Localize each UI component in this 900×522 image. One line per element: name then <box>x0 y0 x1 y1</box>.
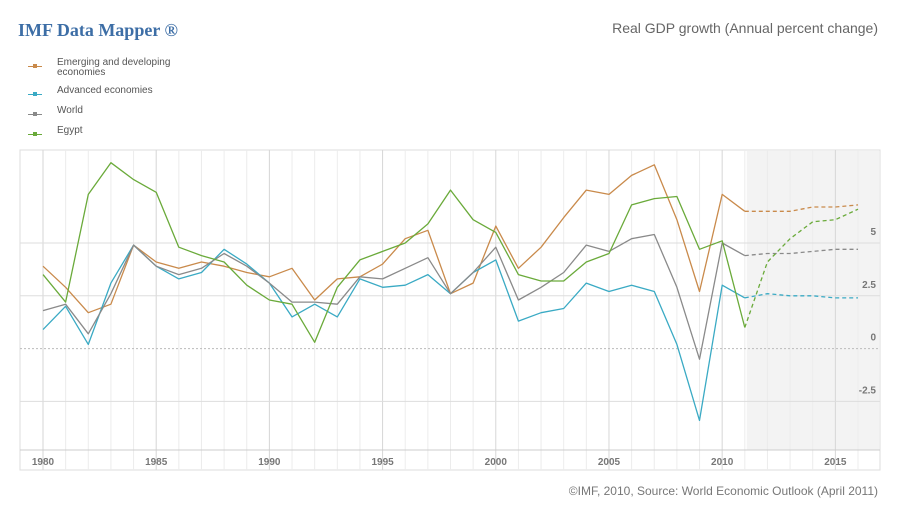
legend-label-advanced: Advanced economies <box>57 85 153 96</box>
x-tick-label: 2000 <box>485 457 508 468</box>
y-tick-label: 2.5 <box>862 280 876 291</box>
legend-swatch-emerging <box>28 63 42 71</box>
x-tick-label: 2010 <box>711 457 734 468</box>
x-tick-label: 1980 <box>32 457 55 468</box>
legend-swatch-egypt <box>28 131 42 139</box>
legend-label-egypt: Egypt <box>57 125 83 136</box>
legend-item-egypt[interactable]: Egypt <box>28 126 228 146</box>
series-projection-egypt <box>744 208 859 328</box>
series-line-world <box>42 233 746 360</box>
series-line-egypt <box>42 162 746 343</box>
legend-item-world[interactable]: World <box>28 106 228 126</box>
x-tick-label: 1985 <box>145 457 168 468</box>
x-tick-label: 2005 <box>598 457 621 468</box>
legend-item-advanced[interactable]: Advanced economies <box>28 86 228 106</box>
legend-label-emerging: Emerging and developing economies <box>57 57 171 78</box>
x-tick-label: 2015 <box>824 457 847 468</box>
series-line-advanced <box>42 244 746 422</box>
chart-title: Real GDP growth (Annual percent change) <box>612 20 878 36</box>
brand-title: IMF Data Mapper ® <box>18 20 178 40</box>
x-tick-label: 1990 <box>258 457 281 468</box>
series-projection-emerging <box>744 204 859 212</box>
legend-swatch-world <box>28 111 42 119</box>
legend: Emerging and developing economies Advanc… <box>28 58 228 146</box>
series-projection-world <box>744 248 858 257</box>
series-line-emerging <box>42 164 746 314</box>
legend-swatch-advanced <box>28 91 42 99</box>
series-projection-advanced <box>744 293 858 299</box>
source-note: ©IMF, 2010, Source: World Economic Outlo… <box>568 484 878 498</box>
legend-label-world: World <box>57 105 83 116</box>
y-tick-label: 0 <box>870 333 876 344</box>
y-tick-label: 5 <box>870 227 876 238</box>
x-tick-label: 1995 <box>371 457 394 468</box>
y-tick-label: -2.5 <box>859 385 877 396</box>
legend-item-emerging[interactable]: Emerging and developing economies <box>28 58 228 86</box>
